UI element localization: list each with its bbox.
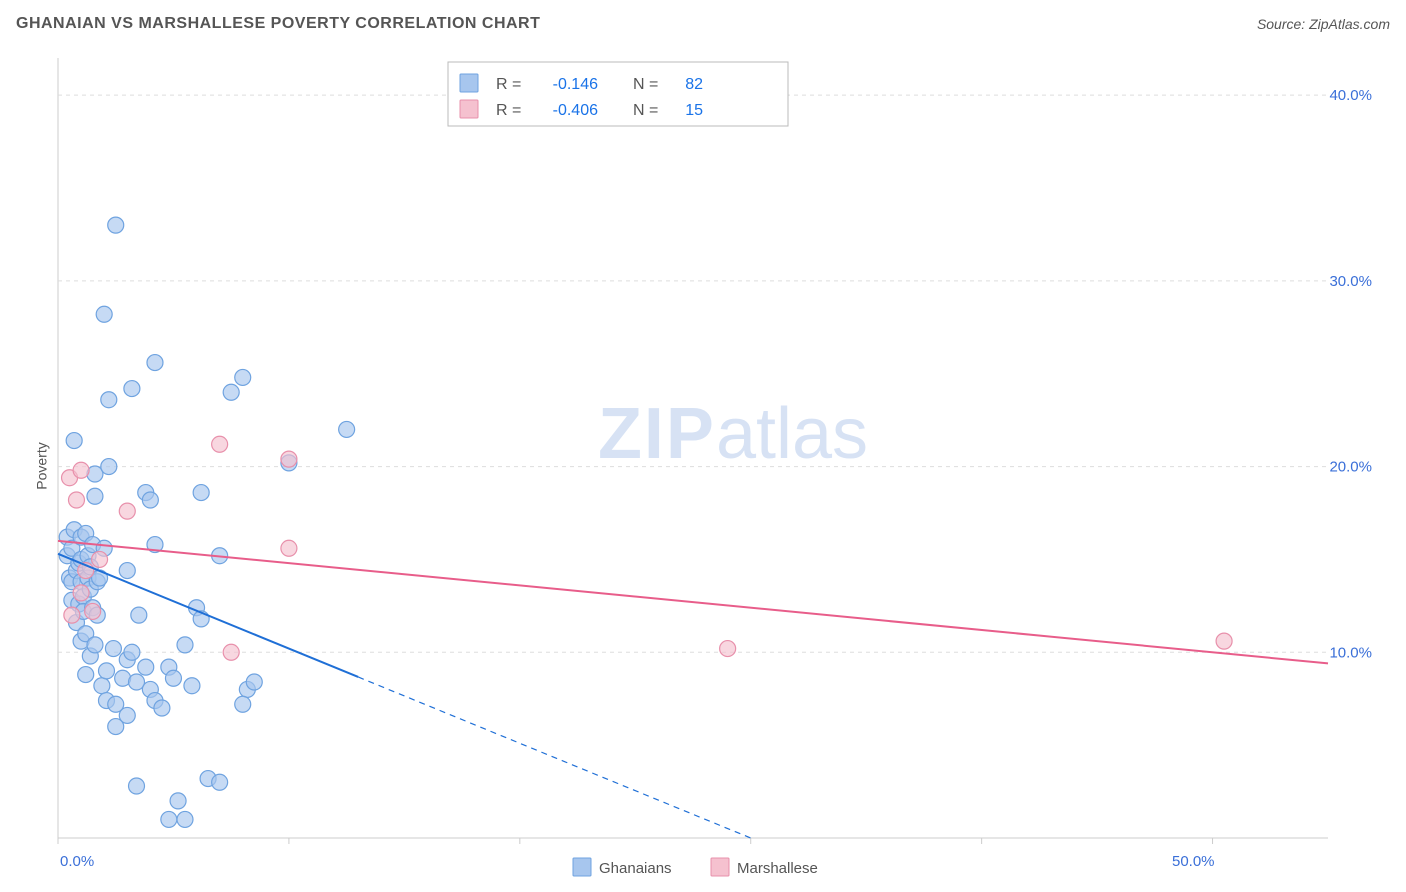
svg-text:Marshallese: Marshallese [737,860,818,877]
svg-text:N =: N = [633,76,658,93]
y-axis-label: Poverty [34,442,50,489]
svg-text:N =: N = [633,102,658,119]
svg-text:0.0%: 0.0% [60,853,94,870]
svg-text:40.0%: 40.0% [1329,87,1372,104]
svg-text:-0.146: -0.146 [553,76,598,93]
svg-text:ZIPatlas: ZIPatlas [598,394,868,474]
svg-text:R =: R = [496,102,521,119]
svg-text:10.0%: 10.0% [1329,644,1372,661]
chart-title: GHANAIAN VS MARSHALLESE POVERTY CORRELAT… [16,15,540,33]
svg-text:-0.406: -0.406 [553,102,598,119]
svg-text:82: 82 [685,76,703,93]
correlation-scatter-chart: 10.0% 20.0% 30.0% 40.0% 0.0% 50.0% ZIPatlas R =… [8,48,1398,884]
svg-text:50.0%: 50.0% [1172,853,1215,870]
svg-text:20.0%: 20.0% [1329,459,1372,476]
svg-text:R =: R = [496,76,521,93]
svg-text:30.0%: 30.0% [1329,273,1372,290]
source-label: Source: ZipAtlas.com [1257,16,1390,32]
svg-text:15: 15 [685,102,703,119]
svg-text:Ghanaians: Ghanaians [599,860,672,877]
